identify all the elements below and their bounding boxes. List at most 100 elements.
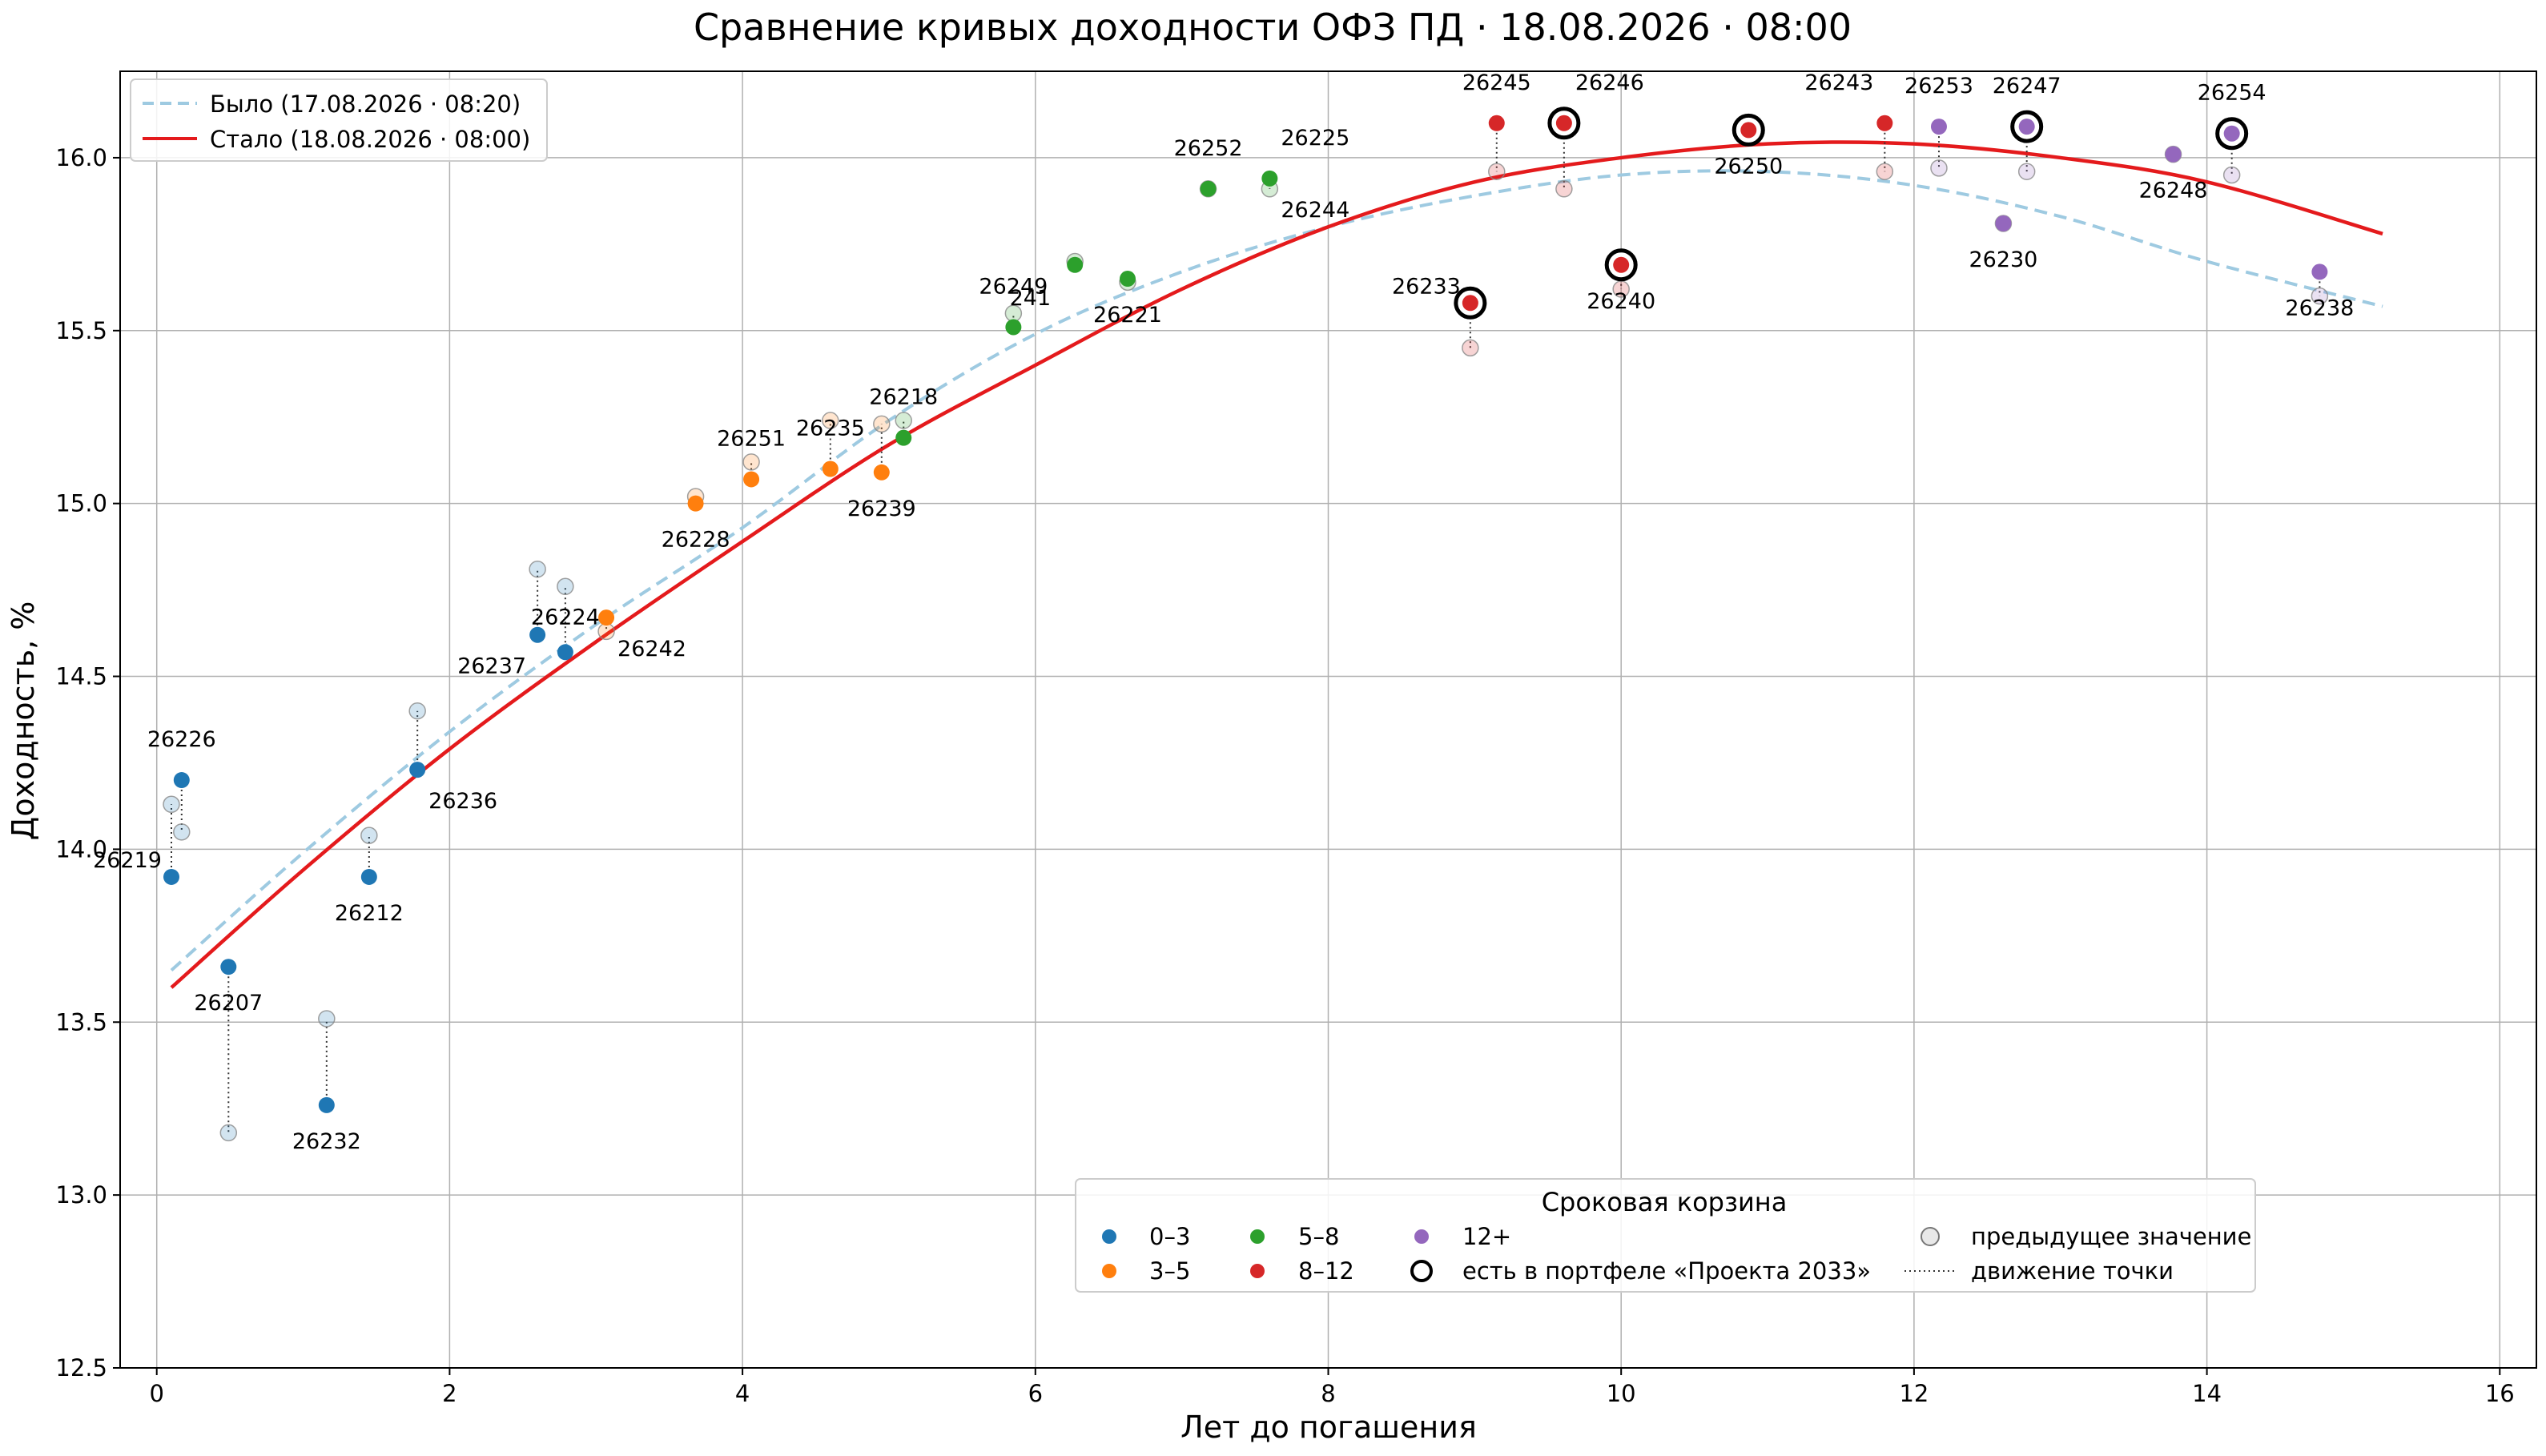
bond-26239: 26239 [847, 415, 916, 521]
bond-label: 26221 [1093, 303, 1162, 328]
bond-26242: 26242 [597, 609, 686, 662]
bond-label: 26251 [717, 426, 786, 451]
bond-label: 26244 [1281, 198, 1349, 223]
bond-label: 26230 [1969, 247, 2037, 272]
bond-label: 26242 [617, 637, 686, 662]
legend-curve-before-label: Было (17.08.2026 · 08:20) [210, 90, 521, 118]
current-marker [1067, 256, 1084, 273]
curves [170, 140, 2383, 989]
previous-marker [173, 823, 191, 841]
bond-26235: 26235 [796, 412, 865, 477]
current-marker [1119, 271, 1136, 288]
y-axis-label: Доходность, % [6, 601, 41, 841]
legend-buckets-title: Сроковая корзина [1542, 1187, 1788, 1217]
bond-label: 26224 [531, 605, 600, 629]
previous-marker [2222, 166, 2241, 184]
bond-26232: 26232 [292, 1010, 361, 1154]
x-tick-label: 12 [1899, 1380, 1929, 1407]
bond-label: 26235 [796, 416, 865, 440]
previous-marker [2017, 163, 2036, 180]
current-marker [1462, 295, 1478, 312]
legend-curve-after-label: Стало (18.08.2026 · 08:00) [210, 126, 530, 153]
bond-26230: 26230 [1969, 215, 2037, 272]
bond-label: 26246 [1575, 70, 1644, 95]
current-marker [895, 429, 912, 446]
current-marker [2311, 263, 2328, 280]
bond-label: 26219 [93, 848, 162, 873]
y-tick-label: 15.5 [55, 317, 107, 344]
previous-marker [557, 577, 574, 596]
previous-marker [529, 560, 546, 578]
bond-26250: 26250 [1714, 113, 1783, 179]
bond-26228: 26228 [662, 488, 730, 553]
previous-marker [1876, 163, 1894, 180]
bond-label: 26239 [847, 497, 916, 521]
bond-label: 26212 [335, 901, 404, 926]
bond-label: 26247 [1993, 74, 2061, 99]
bond-26244: 26244 [1281, 198, 1349, 223]
axis-ticks: 0 2 4 6 8 10 12 14 16 12.5 13.0 13.5 14.0 14.5 15.0 15.… [55, 144, 2514, 1407]
previous-marker [1462, 339, 1479, 357]
x-tick-label: 2 [442, 1380, 457, 1407]
bond-26219: 26219 [93, 795, 180, 885]
legend-curves: Было (17.08.2026 · 08:20) Стало (18.08.2… [130, 78, 548, 162]
bond-26237: 26237 [457, 560, 546, 679]
y-tick-label: 15.0 [55, 490, 107, 517]
bond-26236: 26236 [408, 702, 497, 814]
bond-26221: 26221 [1093, 271, 1162, 328]
current-marker [1555, 115, 1572, 131]
legend-bucket-2-label: 5–8 [1298, 1223, 1339, 1250]
bond-label: 26207 [194, 991, 263, 1016]
bond-26218: 26218 [869, 385, 938, 446]
bond-26247: 26247 [1993, 74, 2061, 180]
previous-marker [163, 795, 180, 814]
x-tick-label: 14 [2192, 1380, 2222, 1407]
bond-label: 241 [1010, 286, 1052, 311]
bond-26246: 26246 [1547, 70, 1644, 198]
bond-label: 26240 [1587, 289, 1655, 314]
x-tick-label: 16 [2485, 1380, 2515, 1407]
bond-label: 26228 [662, 528, 730, 553]
bond-label: 26233 [1392, 274, 1461, 299]
legend-bucket-3-marker [1250, 1264, 1265, 1278]
previous-marker [318, 1010, 336, 1028]
legend-bucket-0-label: 0–3 [1149, 1223, 1190, 1250]
bond-label: 26225 [1281, 126, 1349, 151]
bond-26252: 26252 [1174, 136, 1243, 198]
bond-26207: 26207 [194, 959, 263, 1142]
x-tick-label: 6 [1028, 1380, 1043, 1407]
current-marker [822, 461, 839, 477]
bond-label: 26238 [2285, 296, 2354, 320]
legend-portfolio-label: есть в портфеле «Проекта 2033» [1462, 1257, 1871, 1285]
curve-before [170, 169, 2383, 972]
current-marker [409, 762, 426, 778]
x-axis-label: Лет до погашения [1180, 1410, 1477, 1445]
x-tick-label: 4 [735, 1380, 750, 1407]
previous-marker [1930, 159, 1948, 177]
legend-bucket-1-label: 3–5 [1149, 1257, 1190, 1285]
bond-26254: 26254 [2198, 81, 2266, 184]
bond-label: 26254 [2198, 81, 2266, 106]
x-tick-label: 0 [149, 1380, 163, 1407]
y-tick-label: 13.5 [55, 1008, 107, 1036]
bond-26238: 26238 [2285, 263, 2354, 320]
bond-26251: 26251 [717, 426, 786, 488]
current-marker [1740, 122, 1757, 139]
previous-marker [822, 412, 839, 429]
bond-label: 26245 [1462, 70, 1531, 95]
current-marker [173, 772, 190, 789]
bond-label: 26249 [979, 274, 1048, 299]
current-marker [318, 1096, 335, 1113]
legend-buckets: Сроковая корзина 0–3 3–5 5–8 8–12 12+ ес… [1075, 1178, 2256, 1293]
bond-26225: 26225 [1261, 126, 1349, 198]
bond-26253: 26253 [1904, 74, 1973, 177]
previous-marker [895, 412, 912, 429]
current-marker [557, 644, 573, 661]
bond-26233: 26233 [1392, 274, 1487, 357]
legend-previous-marker [1921, 1227, 1940, 1246]
current-marker [2018, 119, 2035, 135]
previous-marker [1488, 163, 1506, 180]
bond-label: 26243 [1804, 70, 1873, 95]
bond-26226: 26226 [147, 727, 216, 841]
